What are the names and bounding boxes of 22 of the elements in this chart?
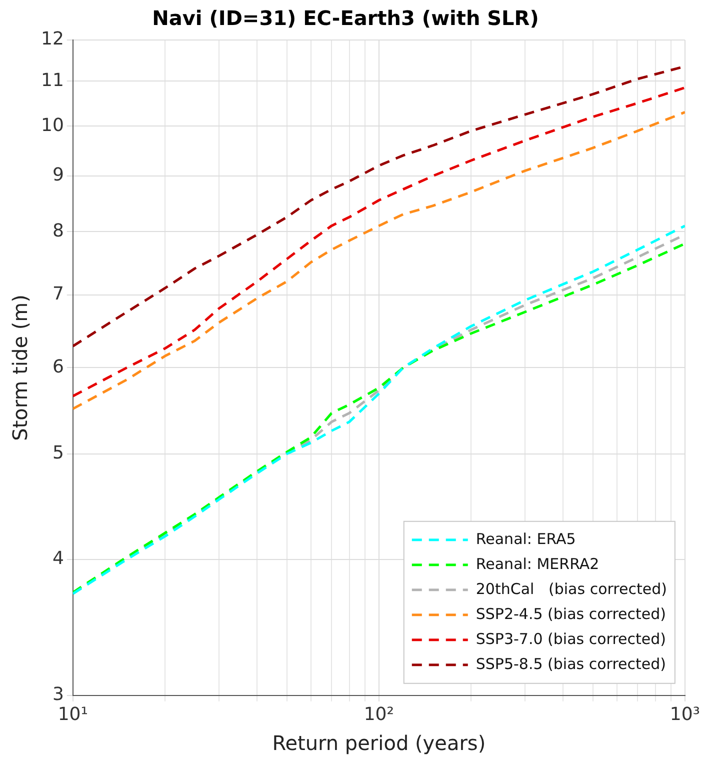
x-tick-label: 10²	[364, 704, 394, 725]
y-tick-label: 10	[41, 114, 64, 136]
legend-label: SSP3-7.0 (bias corrected)	[476, 630, 666, 648]
y-tick-label: 11	[41, 70, 64, 91]
y-axis-title: Storm tide (m)	[8, 294, 32, 441]
x-tick-label: 10³	[670, 704, 700, 725]
legend-label: Reanal: ERA5	[476, 530, 576, 548]
chart-title: Navi (ID=31) EC-Earth3 (with SLR)	[152, 6, 539, 30]
y-tick-label: 9	[52, 164, 64, 186]
y-tick-label: 12	[41, 28, 64, 50]
y-tick-label: 6	[52, 356, 64, 378]
y-tick-label: 4	[52, 548, 64, 570]
legend-label: Reanal: MERRA2	[476, 554, 600, 573]
x-tick-label: 10¹	[58, 704, 88, 725]
y-tick-label: 5	[52, 442, 64, 464]
legend-label: 20thCal (bias corrected)	[476, 580, 667, 598]
y-tick-label: 3	[52, 684, 64, 706]
legend-label: SSP2-4.5 (bias corrected)	[476, 604, 666, 623]
y-tick-label: 8	[52, 220, 64, 242]
legend-label: SSP5-8.5 (bias corrected)	[476, 654, 666, 673]
y-tick-label: 7	[52, 283, 64, 304]
x-axis-title: Return period (years)	[272, 731, 486, 756]
